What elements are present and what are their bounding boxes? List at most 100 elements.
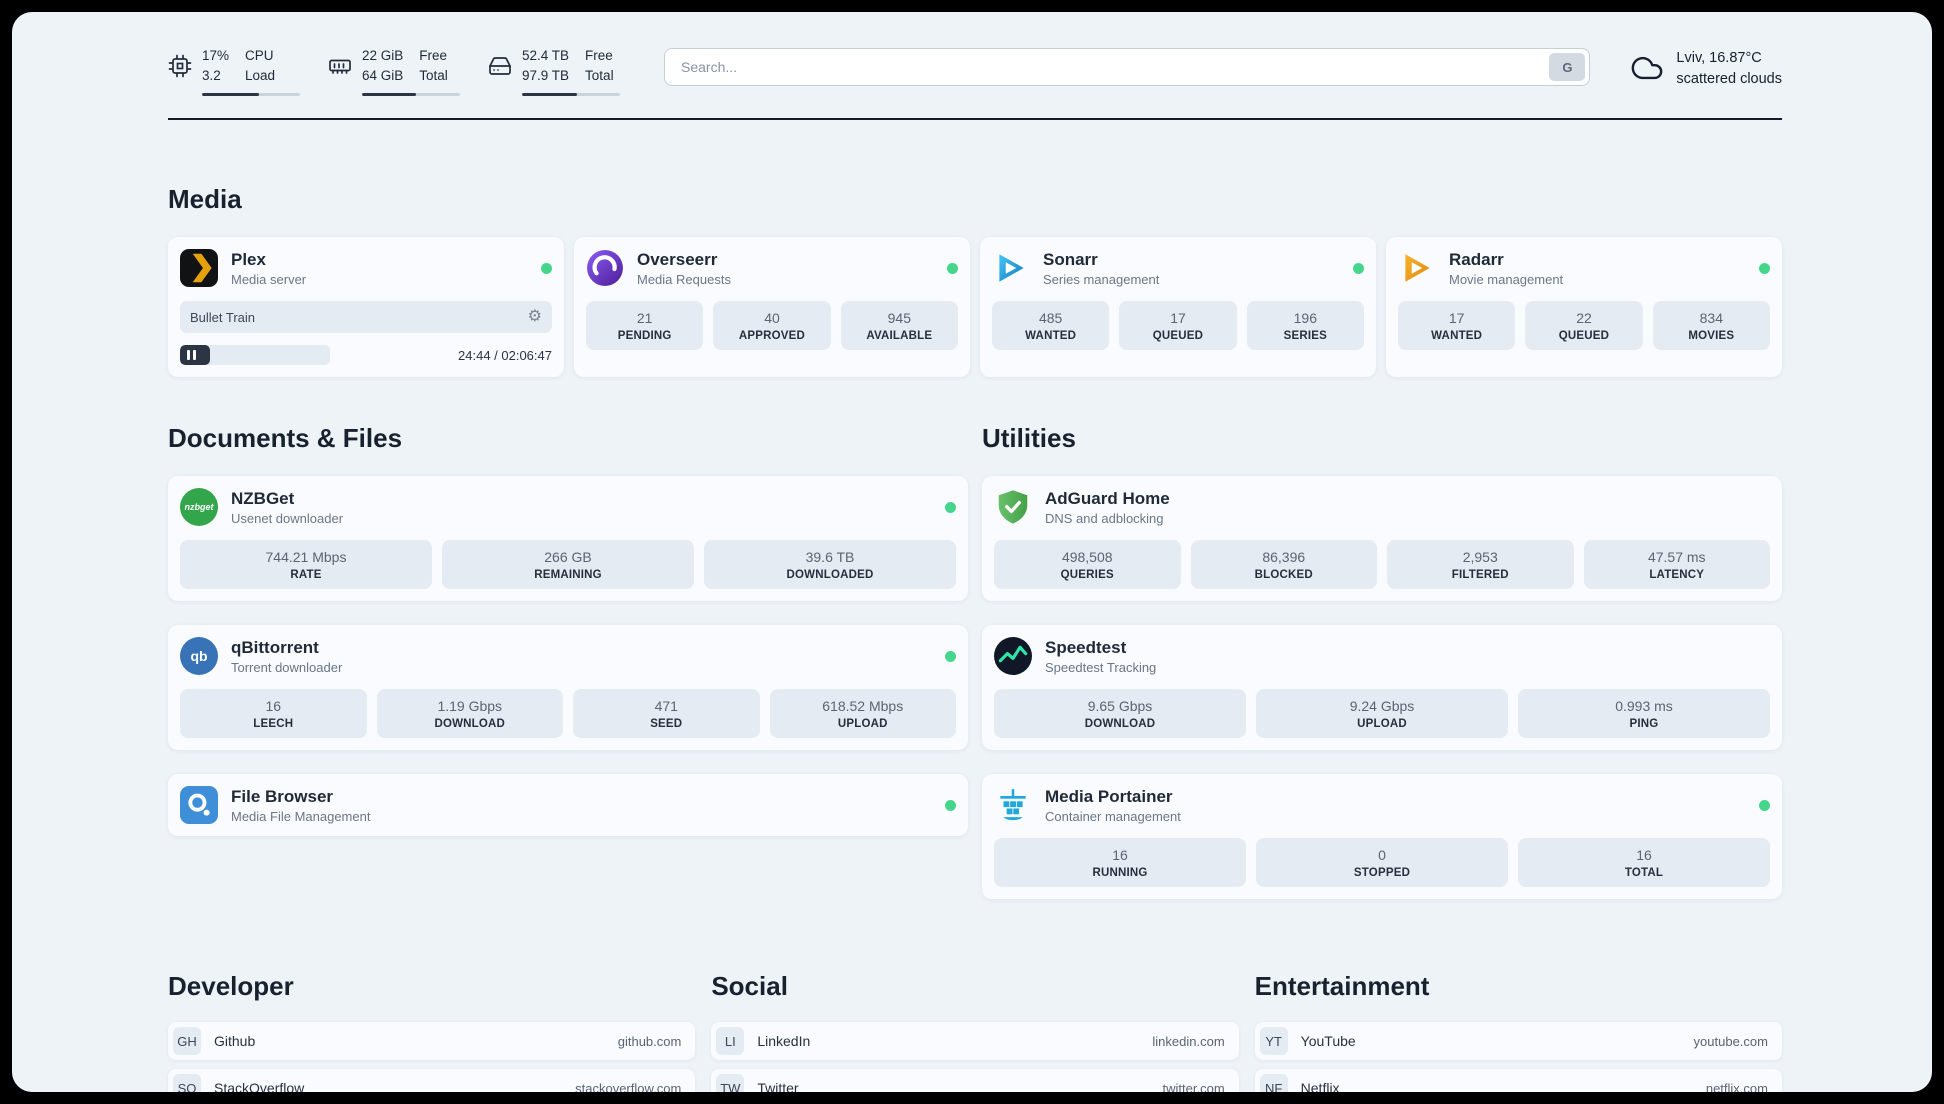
app-desc: Container management	[1045, 808, 1181, 824]
playback-time: 24:44 / 02:06:47	[458, 347, 552, 363]
stat-label: QUEUED	[1558, 330, 1610, 343]
header-divider	[168, 118, 1782, 121]
stat-value: 834	[1699, 310, 1723, 327]
memory-progress-fill	[362, 93, 416, 97]
stat-label: DOWNLOADED	[786, 569, 874, 582]
memory-values: 22 GiB 64 GiB	[362, 46, 403, 85]
plex-seek-bar[interactable]	[180, 345, 330, 366]
stat-label: PING	[1629, 718, 1659, 731]
weather-widget: Lviv, 16.87°C scattered clouds	[1630, 48, 1782, 90]
qbittorrent-card: qb qBittorrent Torrent downloader 16	[168, 625, 968, 751]
search-engine-button[interactable]: G	[1549, 53, 1586, 81]
portainer-app-link[interactable]: Media Portainer Container management	[994, 786, 1770, 824]
gear-icon[interactable]: ⚙	[527, 308, 542, 326]
bookmark-netflix[interactable]: NF Netflix netflix.com	[1254, 1069, 1782, 1092]
adguard-card: AdGuard Home DNS and adblocking 498,508 …	[982, 476, 1782, 602]
stat-value: 40	[764, 310, 780, 327]
memory-free-value: 22 GiB	[362, 48, 404, 63]
disk-label-2: Total	[585, 67, 614, 83]
stat-value: 498,508	[1061, 549, 1113, 566]
overseerr-app-link[interactable]: Overseerr Media Requests	[586, 249, 958, 287]
stat: 9.65 Gbps DOWNLOAD	[994, 689, 1246, 739]
stat-label: APPROVED	[738, 330, 806, 343]
nzbget-icon: nzbget	[180, 488, 218, 527]
pause-icon[interactable]	[187, 350, 196, 361]
plex-card: Plex Media server Bullet Train ⚙	[168, 237, 564, 378]
ram-icon	[328, 54, 352, 78]
stat-value: 744.21 Mbps	[265, 549, 347, 566]
stat: 17 QUEUED	[1119, 301, 1237, 351]
bookmark-name: YouTube	[1300, 1033, 1356, 1050]
entertainment-section-title: Entertainment	[1254, 971, 1430, 1002]
bookmark-name: Netflix	[1300, 1080, 1340, 1092]
filebrowser-app-link[interactable]: File Browser Media File Management	[180, 786, 956, 825]
bookmark-stackoverflow[interactable]: SO StackOverflow stackoverflow.com	[168, 1069, 696, 1092]
stat: 945 AVAILABLE	[840, 301, 958, 351]
overseerr-card: Overseerr Media Requests 21 PENDING 40 A…	[574, 237, 970, 378]
bookmark-url: netflix.com	[1705, 1080, 1768, 1092]
stat: 86,396 BLOCKED	[1190, 540, 1377, 590]
plex-icon	[180, 249, 218, 288]
stat-value: 17	[1448, 310, 1465, 327]
sonarr-card: Sonarr Series management 485 WANTED 17 Q…	[980, 237, 1376, 378]
stat-value: 21	[636, 310, 653, 327]
bookmark-youtube[interactable]: YT YouTube youtube.com	[1254, 1022, 1782, 1061]
app-name: Plex	[231, 249, 266, 269]
radarr-app-link[interactable]: Radarr Movie management	[1398, 249, 1770, 287]
app-name: Overseerr	[637, 249, 718, 269]
speedtest-app-link[interactable]: Speedtest Speedtest Tracking	[994, 637, 1770, 676]
qbittorrent-app-link[interactable]: qb qBittorrent Torrent downloader	[180, 637, 956, 676]
app-name: NZBGet	[231, 488, 295, 508]
bookmark-github[interactable]: GH Github github.com	[168, 1022, 696, 1061]
media-section: Media Plex Media server	[168, 184, 1782, 378]
stat-value: 1.19 Gbps	[437, 698, 503, 715]
status-dot	[945, 501, 956, 513]
cpu-progress-fill	[202, 93, 259, 97]
app-name: Speedtest	[1045, 637, 1127, 657]
status-dot	[1353, 262, 1364, 274]
nzbget-app-link[interactable]: nzbget NZBGet Usenet downloader	[180, 488, 956, 527]
disk-label-1: Free	[585, 48, 613, 63]
developer-section-title: Developer	[168, 971, 294, 1002]
stat-label: BLOCKED	[1254, 569, 1313, 582]
top-bar: 17% 3.2 CPU Load	[12, 12, 1932, 97]
app-name: Media Portainer	[1045, 786, 1173, 806]
stat: 834 MOVIES	[1652, 301, 1770, 351]
bookmark-url: youtube.com	[1693, 1033, 1768, 1049]
bookmark-twitter[interactable]: TW Twitter twitter.com	[711, 1069, 1239, 1092]
stat-value: 16	[1112, 847, 1128, 864]
disk-progress-fill	[522, 93, 577, 97]
stat: 744.21 Mbps RATE	[180, 540, 432, 590]
weather-location: Lviv, 16.87°C	[1676, 50, 1762, 66]
now-playing-title: Bullet Train	[190, 309, 256, 325]
status-dot	[541, 262, 552, 274]
app-name: File Browser	[231, 786, 334, 806]
developer-section: Developer GH Github github.com SO StackO…	[168, 971, 696, 1092]
qbittorrent-icon: qb	[180, 637, 218, 676]
utilities-section: Utilities	[982, 423, 1782, 900]
stat-value: 618.52 Mbps	[822, 698, 904, 715]
search-input[interactable]	[664, 48, 1591, 86]
adguard-app-link[interactable]: AdGuard Home DNS and adblocking	[994, 488, 1770, 526]
speedtest-card: Speedtest Speedtest Tracking 9.65 Gbps D…	[982, 625, 1782, 751]
stat-label: LATENCY	[1649, 569, 1705, 582]
portainer-icon	[994, 786, 1032, 824]
cpu-load-value: 3.2	[202, 67, 221, 83]
stat: 21 PENDING	[586, 301, 704, 351]
bookmark-abbr: TW	[716, 1074, 745, 1092]
stat-label: UPLOAD	[837, 718, 888, 731]
status-dot	[945, 799, 956, 811]
sonarr-app-link[interactable]: Sonarr Series management	[992, 249, 1364, 287]
bookmark-linkedin[interactable]: LI LinkedIn linkedin.com	[711, 1022, 1239, 1061]
memory-total-value: 64 GiB	[362, 67, 404, 83]
stat-value: 2,953	[1462, 549, 1498, 566]
app-desc: Media File Management	[231, 808, 371, 824]
stat-label: QUERIES	[1060, 569, 1114, 582]
hard-drive-icon	[488, 54, 512, 78]
app-name: Radarr	[1449, 249, 1504, 269]
stat-label: FILTERED	[1451, 569, 1509, 582]
plex-app-link[interactable]: Plex Media server	[180, 249, 552, 288]
memory-widget: 22 GiB 64 GiB Free Total	[328, 46, 460, 97]
social-section-title: Social	[711, 971, 788, 1002]
cpu-label-1: CPU	[245, 48, 274, 63]
